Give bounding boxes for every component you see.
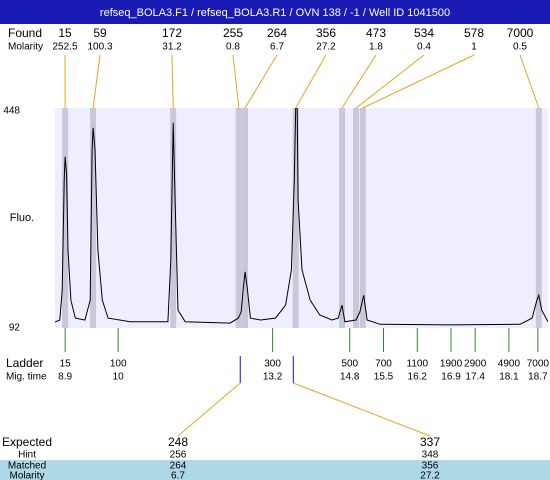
peak-band (170, 108, 177, 328)
ladder-time: 8.9 (58, 372, 72, 383)
ladder-time: 14.8 (340, 372, 360, 383)
peak-connector (355, 54, 425, 109)
found-label: Found (8, 26, 42, 40)
ladder-size: 100 (110, 359, 127, 370)
plot-area (55, 108, 548, 328)
trace (55, 108, 548, 326)
peak-band (359, 108, 366, 328)
ladder-size: 4900 (498, 359, 521, 370)
found-size: 473 (366, 26, 386, 40)
chart-title: refseq_BOLA3.F1 / refseq_BOLA3.R1 / OVN … (100, 7, 450, 19)
ladder-time: 18.1 (499, 372, 519, 383)
ladder-time: 16.9 (441, 372, 461, 383)
found-molarity: 0.8 (226, 42, 240, 53)
ladder-time: 17.4 (465, 372, 485, 383)
title-bar (0, 0, 550, 24)
peak-connector (362, 54, 475, 109)
ladder-size: 2900 (464, 359, 487, 370)
found-size: 255 (223, 26, 243, 40)
expected-value: 248 (168, 435, 188, 449)
peak-connector (171, 54, 174, 109)
matched-value: 264 (170, 461, 187, 472)
found-molarity: 1 (471, 42, 477, 53)
peak-band (292, 108, 299, 328)
peak-connector (92, 54, 101, 109)
ladder-time: 18.7 (528, 372, 548, 383)
peak-connector (341, 54, 377, 109)
found-size: 59 (93, 26, 107, 40)
y-axis-label: Fluo. (10, 212, 34, 224)
ladder-size: 300 (264, 359, 281, 370)
matched-row (0, 460, 550, 471)
found-molarity: 1.8 (369, 42, 383, 53)
hint-value: 348 (422, 450, 439, 461)
ladder-size: 1900 (440, 359, 463, 370)
peak-band (90, 108, 97, 328)
found-size: 15 (58, 26, 72, 40)
expected-connector (293, 382, 431, 437)
peak-band (242, 108, 249, 328)
peak-connector (295, 54, 327, 109)
expected-molarity-label: Molarity (9, 471, 44, 480)
found-molarity: 31.2 (162, 42, 182, 53)
ladder-time: 13.2 (263, 372, 283, 383)
ladder-size: 7000 (527, 359, 550, 370)
expected-label: Expected (2, 435, 52, 449)
y-tick-label: 92 (9, 323, 21, 334)
found-size: 172 (162, 26, 182, 40)
ladder-time: 16.2 (408, 372, 428, 383)
expected-molarity: 27.2 (420, 471, 440, 480)
ladder-time: 10 (113, 372, 125, 383)
ladder-size: 1100 (407, 359, 429, 370)
ladder-label: Ladder (6, 356, 43, 370)
found-molarity: 6.7 (270, 42, 284, 53)
found-size: 7000 (507, 26, 534, 40)
peak-connector (244, 54, 278, 109)
hint-value: 256 (170, 450, 187, 461)
peak-band (353, 108, 360, 328)
expected-molarity: 6.7 (171, 471, 185, 480)
peak-band (235, 108, 242, 328)
found-molarity: 27.2 (316, 42, 336, 53)
found-molarity: 0.5 (513, 42, 527, 53)
molarity-row (0, 471, 550, 480)
ladder-size: 700 (375, 359, 392, 370)
found-size: 356 (316, 26, 336, 40)
found-size: 578 (464, 26, 484, 40)
y-tick-label: 448 (3, 106, 20, 117)
expected-connector (177, 382, 241, 437)
found-molarity: 0.4 (417, 42, 431, 53)
mig-time-label: Mig. time (6, 372, 47, 383)
ladder-size: 500 (341, 359, 358, 370)
ladder-size: 15 (60, 359, 72, 370)
peak-band (535, 108, 542, 328)
molarity-label: Molarity (8, 42, 43, 53)
peak-connector (232, 54, 240, 109)
hint-label: Hint (18, 450, 36, 461)
peak-band (62, 108, 69, 328)
ladder-time: 15.5 (374, 372, 394, 383)
peak-connector (519, 54, 540, 109)
found-molarity: 252.5 (52, 42, 77, 53)
matched-value: 356 (422, 461, 439, 472)
matched-label: Matched (8, 461, 46, 472)
found-size: 534 (414, 26, 434, 40)
expected-value: 337 (420, 435, 440, 449)
found-size: 264 (267, 26, 287, 40)
found-molarity: 100.3 (87, 42, 112, 53)
peak-band (339, 108, 346, 328)
